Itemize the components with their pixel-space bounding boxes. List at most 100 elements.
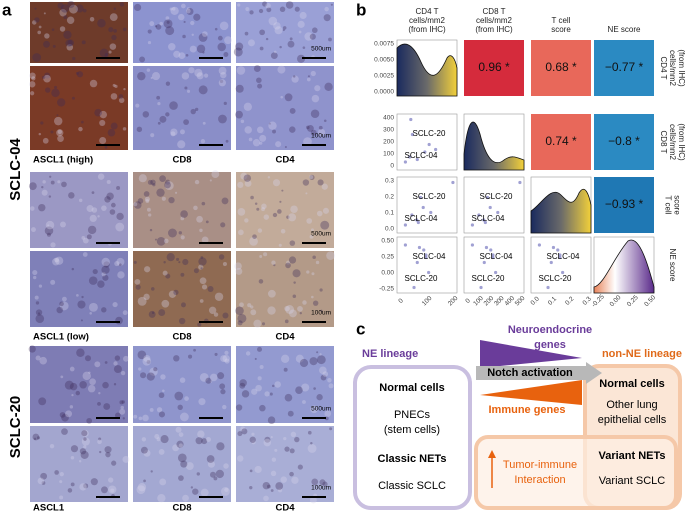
image-label: CD4 — [275, 503, 295, 514]
texture — [63, 30, 72, 39]
texture — [244, 126, 252, 134]
texture — [99, 48, 109, 58]
texture — [77, 300, 86, 309]
texture — [306, 77, 311, 82]
x-tick-label: -0.25 — [590, 293, 606, 309]
texture — [274, 448, 278, 452]
x-tick-label: 0.2 — [564, 295, 576, 307]
texture — [310, 129, 317, 136]
texture — [83, 483, 89, 489]
texture — [113, 7, 117, 10]
texture — [185, 8, 191, 14]
texture — [176, 440, 184, 448]
text: Notch activation — [487, 367, 573, 379]
texture — [50, 130, 54, 134]
texture — [99, 110, 108, 119]
texture — [185, 462, 194, 471]
texture — [104, 446, 112, 454]
point — [410, 132, 415, 137]
tissue-image — [236, 2, 334, 63]
texture — [302, 300, 307, 305]
texture — [311, 94, 320, 103]
texture — [145, 199, 150, 203]
texture — [111, 34, 117, 41]
texture — [273, 50, 277, 54]
texture — [233, 47, 243, 57]
texture — [108, 50, 112, 54]
texture — [280, 476, 287, 483]
tissue-image — [30, 346, 128, 423]
texture — [101, 271, 106, 277]
text: Normal cells — [379, 382, 444, 394]
x-tick-label: 0.0 — [529, 295, 541, 307]
texture — [312, 300, 319, 306]
texture — [199, 299, 204, 303]
texture — [163, 261, 166, 264]
point — [485, 195, 490, 200]
texture — [38, 284, 43, 288]
texture — [309, 33, 316, 40]
texture — [147, 40, 152, 45]
texture — [75, 71, 79, 75]
image-label: CD8 — [172, 332, 191, 343]
texture — [177, 453, 187, 463]
texture — [306, 218, 313, 224]
texture — [114, 84, 118, 88]
texture — [280, 354, 290, 363]
texture — [56, 306, 63, 314]
texture — [155, 24, 162, 30]
scale-label: 500um — [311, 406, 331, 413]
texture — [304, 32, 313, 41]
texture — [78, 126, 83, 132]
texture — [319, 353, 322, 356]
texture — [178, 52, 186, 60]
texture — [324, 410, 332, 417]
column-header: T cell — [552, 16, 571, 25]
texture — [137, 350, 147, 360]
texture — [60, 4, 70, 13]
texture — [200, 267, 203, 270]
texture — [197, 430, 205, 438]
texture — [214, 352, 218, 356]
texture — [310, 228, 314, 232]
texture — [190, 20, 195, 26]
texture — [68, 4, 78, 14]
x-tick-label: 500 — [514, 295, 527, 308]
texture — [196, 215, 203, 223]
point — [409, 117, 413, 122]
texture — [144, 266, 151, 273]
texture — [199, 372, 209, 382]
texture — [122, 417, 125, 420]
texture — [207, 460, 215, 468]
texture — [110, 122, 118, 130]
texture — [178, 432, 184, 437]
point — [558, 255, 562, 260]
texture — [41, 185, 44, 189]
point — [418, 195, 423, 200]
tissue-image — [133, 251, 231, 327]
texture — [82, 371, 91, 381]
point-label: SCLC-20 — [480, 192, 513, 201]
texture — [224, 36, 232, 45]
texture — [258, 279, 264, 284]
texture — [278, 243, 282, 247]
texture — [188, 67, 195, 74]
texture — [119, 2, 125, 7]
texture — [161, 196, 166, 201]
texture — [320, 374, 327, 381]
texture — [190, 108, 196, 115]
texture — [63, 15, 68, 20]
texture — [143, 293, 150, 301]
row-header: cells/mm2 — [668, 124, 677, 161]
texture — [99, 450, 102, 454]
tissue-image — [133, 346, 231, 423]
texture — [245, 6, 250, 12]
texture — [201, 236, 209, 244]
texture — [299, 11, 307, 20]
texture — [274, 381, 281, 388]
texture — [134, 279, 141, 285]
texture — [29, 72, 36, 79]
image-label: CD8 — [172, 503, 191, 514]
texture — [172, 444, 180, 452]
texture — [119, 408, 126, 415]
